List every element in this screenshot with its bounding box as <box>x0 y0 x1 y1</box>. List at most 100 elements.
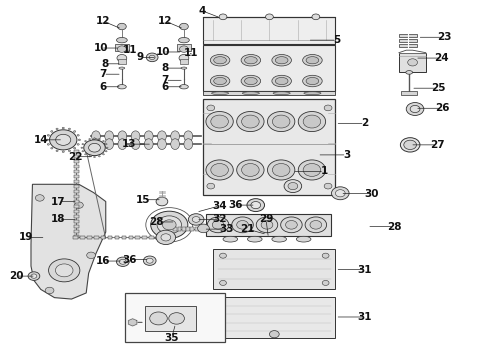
Bar <box>74 215 79 218</box>
Text: 31: 31 <box>358 265 372 275</box>
Bar <box>213 249 335 289</box>
Text: 31: 31 <box>358 312 372 322</box>
Bar <box>74 230 79 233</box>
Text: 22: 22 <box>68 152 82 162</box>
Circle shape <box>31 274 37 278</box>
Text: 18: 18 <box>51 215 66 224</box>
Circle shape <box>268 112 295 132</box>
Text: 20: 20 <box>9 271 24 281</box>
Circle shape <box>251 202 261 209</box>
Ellipse shape <box>131 131 140 141</box>
Circle shape <box>272 163 290 176</box>
Text: 16: 16 <box>96 256 111 266</box>
Circle shape <box>49 259 80 282</box>
Text: 7: 7 <box>162 75 169 85</box>
Ellipse shape <box>117 37 127 43</box>
Bar <box>115 44 129 51</box>
Circle shape <box>286 221 297 229</box>
Circle shape <box>89 156 91 157</box>
Ellipse shape <box>272 75 292 87</box>
Circle shape <box>35 195 44 201</box>
Circle shape <box>82 150 84 152</box>
Ellipse shape <box>304 92 321 95</box>
Ellipse shape <box>171 131 179 141</box>
Circle shape <box>98 156 100 157</box>
Bar <box>94 235 98 239</box>
Circle shape <box>51 131 53 132</box>
Bar <box>74 170 79 173</box>
Bar <box>401 91 417 95</box>
Bar <box>135 235 140 239</box>
Text: 8: 8 <box>101 59 108 69</box>
Bar <box>128 235 133 239</box>
Circle shape <box>78 139 80 141</box>
Bar <box>173 227 177 231</box>
Bar <box>74 210 79 213</box>
Text: 34: 34 <box>212 201 227 211</box>
Bar <box>199 227 203 231</box>
Circle shape <box>324 105 332 111</box>
Circle shape <box>298 160 326 180</box>
Circle shape <box>47 135 49 136</box>
Polygon shape <box>31 184 106 299</box>
Ellipse shape <box>171 139 179 149</box>
Bar <box>74 200 79 203</box>
Bar <box>176 44 191 51</box>
Circle shape <box>268 160 295 180</box>
Circle shape <box>45 287 54 294</box>
Bar <box>122 235 126 239</box>
Circle shape <box>242 115 259 128</box>
Circle shape <box>82 144 84 145</box>
Bar <box>74 235 78 239</box>
Circle shape <box>81 147 83 148</box>
Circle shape <box>161 234 171 241</box>
Circle shape <box>206 160 233 180</box>
Ellipse shape <box>306 77 319 85</box>
Bar <box>163 235 167 239</box>
Bar <box>118 59 126 64</box>
Bar <box>108 235 112 239</box>
Circle shape <box>89 143 100 152</box>
Circle shape <box>74 131 76 132</box>
Bar <box>195 227 199 231</box>
Circle shape <box>220 280 226 285</box>
Ellipse shape <box>184 139 193 149</box>
Circle shape <box>68 150 71 152</box>
Ellipse shape <box>145 131 153 141</box>
Circle shape <box>207 105 215 111</box>
Text: 9: 9 <box>136 52 144 62</box>
Bar <box>74 160 79 163</box>
Circle shape <box>46 139 48 141</box>
Ellipse shape <box>303 75 322 87</box>
Ellipse shape <box>131 139 140 149</box>
Circle shape <box>106 147 108 148</box>
Circle shape <box>74 202 83 208</box>
Text: 28: 28 <box>387 222 401 231</box>
Circle shape <box>212 221 224 229</box>
Text: 11: 11 <box>122 45 137 55</box>
Bar <box>74 205 79 208</box>
Ellipse shape <box>92 139 100 149</box>
Ellipse shape <box>273 92 290 95</box>
Circle shape <box>404 140 416 149</box>
Circle shape <box>47 144 49 145</box>
Bar <box>74 180 79 183</box>
Bar <box>80 235 85 239</box>
Bar <box>74 155 79 158</box>
Circle shape <box>147 53 158 62</box>
Bar <box>156 235 160 239</box>
Ellipse shape <box>105 131 114 141</box>
Circle shape <box>94 138 96 139</box>
Circle shape <box>220 253 226 258</box>
Text: 12: 12 <box>158 16 172 26</box>
Bar <box>186 227 190 231</box>
Ellipse shape <box>118 139 127 149</box>
Text: 35: 35 <box>165 333 179 343</box>
Circle shape <box>206 112 233 132</box>
Bar <box>125 293 225 342</box>
Bar <box>180 59 188 64</box>
Circle shape <box>211 115 228 128</box>
Circle shape <box>232 217 253 233</box>
Circle shape <box>324 183 332 189</box>
Ellipse shape <box>158 139 166 149</box>
